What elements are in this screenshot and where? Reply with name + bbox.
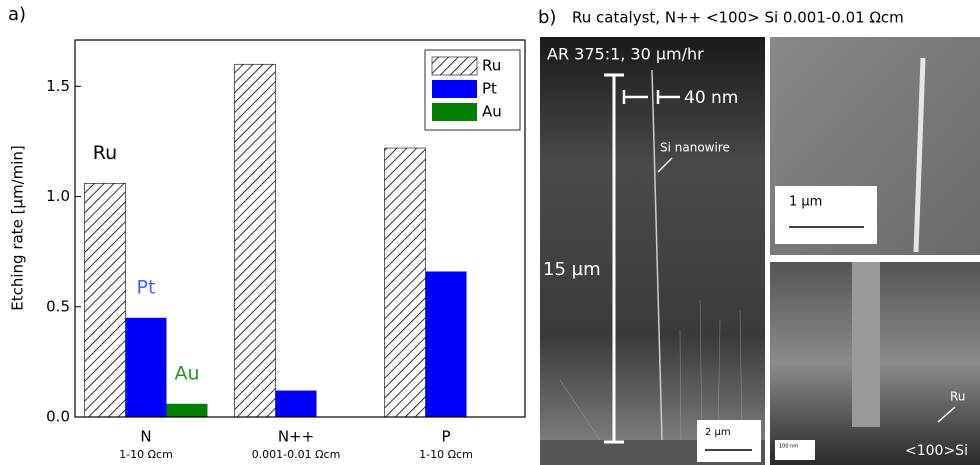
bar (84, 183, 126, 418)
chart: 0.0 0.5 1.0 1.5 N 1-10 Ωcm N++ 0.001-0.01 Ωcm P 1… (46, 39, 526, 461)
scale-box (775, 440, 815, 460)
height-bar (604, 73, 624, 444)
scale-box (697, 420, 761, 462)
bar (425, 271, 467, 417)
image-caption: AR 375:1, 30 µm/hr (547, 45, 704, 64)
legend-label: Au (482, 103, 502, 121)
legend-label: Pt (482, 80, 497, 98)
bar (384, 147, 426, 418)
panel-title: Ru catalyst, N++ <100> Si 0.001-0.01 Ωcm (572, 9, 904, 27)
bar (125, 317, 167, 417)
catalyst-label: Ru (950, 390, 965, 404)
x-tick-note: 1-10 Ωcm (419, 448, 473, 461)
x-tick-label: N (140, 428, 151, 446)
legend-swatch (431, 56, 478, 76)
substrate-label: <100>Si (905, 443, 968, 459)
annotation: Au (174, 362, 199, 384)
y-axis-label: Etching rate [µm/min] (9, 145, 27, 311)
y-tick-label: 0.5 (46, 297, 70, 315)
scale-label: 100 nm (779, 444, 798, 450)
nanowire-texture (559, 299, 743, 441)
panel-label: a) (8, 4, 26, 25)
arrow (657, 157, 673, 173)
panel-label: b) (538, 7, 556, 28)
width-label: 40 nm (684, 88, 738, 108)
y-tick-label: 1.0 (46, 187, 70, 205)
x-tick-note: 0.001-0.01 Ωcm (252, 448, 341, 461)
bar (275, 390, 317, 417)
nanowire (852, 262, 880, 427)
wire-label: Si nanowire (660, 141, 730, 155)
nanowire (651, 69, 663, 441)
legend-swatch (432, 103, 477, 121)
plot-frame (74, 39, 526, 418)
width-bar (622, 90, 680, 104)
annotation: Pt (137, 276, 156, 298)
x-tick-label: P (441, 428, 450, 446)
y-tick-label: 0.0 (46, 408, 70, 426)
bar (166, 403, 208, 417)
scale-box (775, 186, 877, 244)
height-label: 15 µm (543, 259, 601, 280)
annotation: Ru (93, 142, 117, 164)
scale-label: 2 µm (705, 427, 731, 438)
legend-swatch (432, 80, 477, 98)
y-tick-label: 1.5 (46, 77, 70, 95)
nanowire (913, 57, 926, 253)
arrow (937, 406, 956, 423)
x-tick-label: N++ (278, 428, 314, 446)
x-tick-note: 1-10 Ωcm (119, 448, 173, 461)
scale-label: 1 µm (789, 195, 822, 210)
bar (234, 63, 276, 418)
legend-label: Ru (482, 57, 501, 75)
